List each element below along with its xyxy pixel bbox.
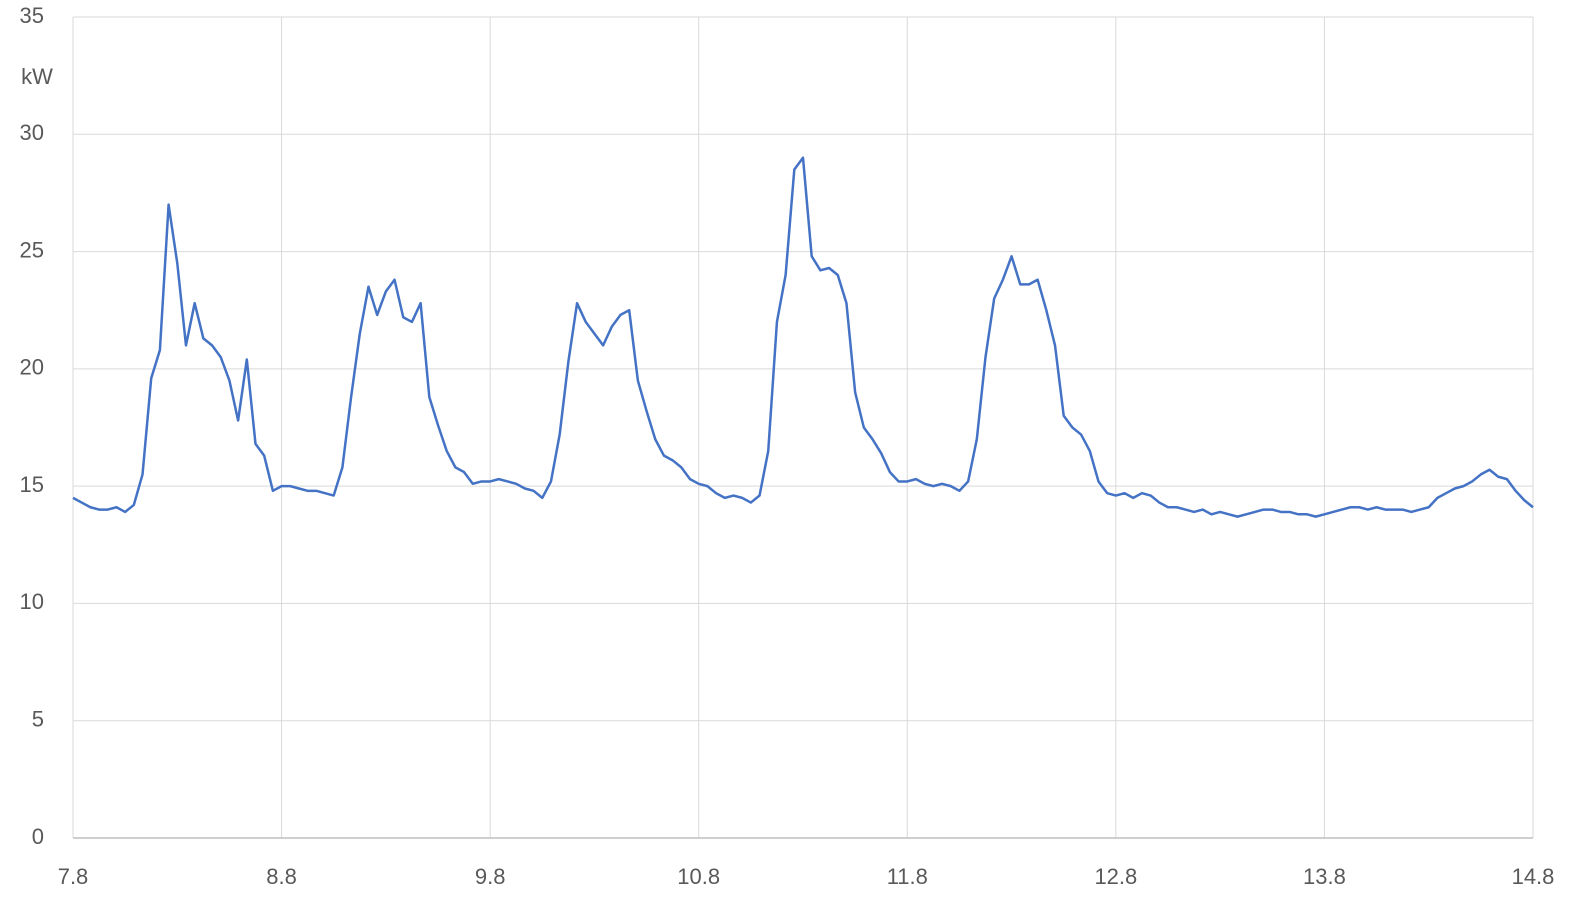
y-tick-label: 35 — [20, 3, 44, 28]
data-line — [72, 156, 1534, 518]
y-tick-label: 15 — [20, 472, 44, 497]
x-tick-label: 7.8 — [58, 864, 89, 889]
y-tick-label: 0 — [32, 824, 44, 849]
y-tick-label: 25 — [20, 237, 44, 262]
y-tick-label: 20 — [20, 355, 44, 380]
x-tick-label: 11.8 — [887, 864, 928, 889]
y-axis-label: kW — [21, 64, 53, 89]
x-tick-label: 14.8 — [1512, 864, 1555, 889]
y-tick-label: 5 — [32, 707, 44, 732]
y-tick-label: 10 — [20, 589, 44, 614]
x-tick-label: 8.8 — [266, 864, 297, 889]
x-tick-label: 9.8 — [475, 864, 506, 889]
y-tick-label: 30 — [20, 120, 44, 145]
x-tick-label: 13.8 — [1303, 864, 1346, 889]
x-tick-label: 10.8 — [677, 864, 720, 889]
x-tick-label: 12.8 — [1094, 864, 1137, 889]
